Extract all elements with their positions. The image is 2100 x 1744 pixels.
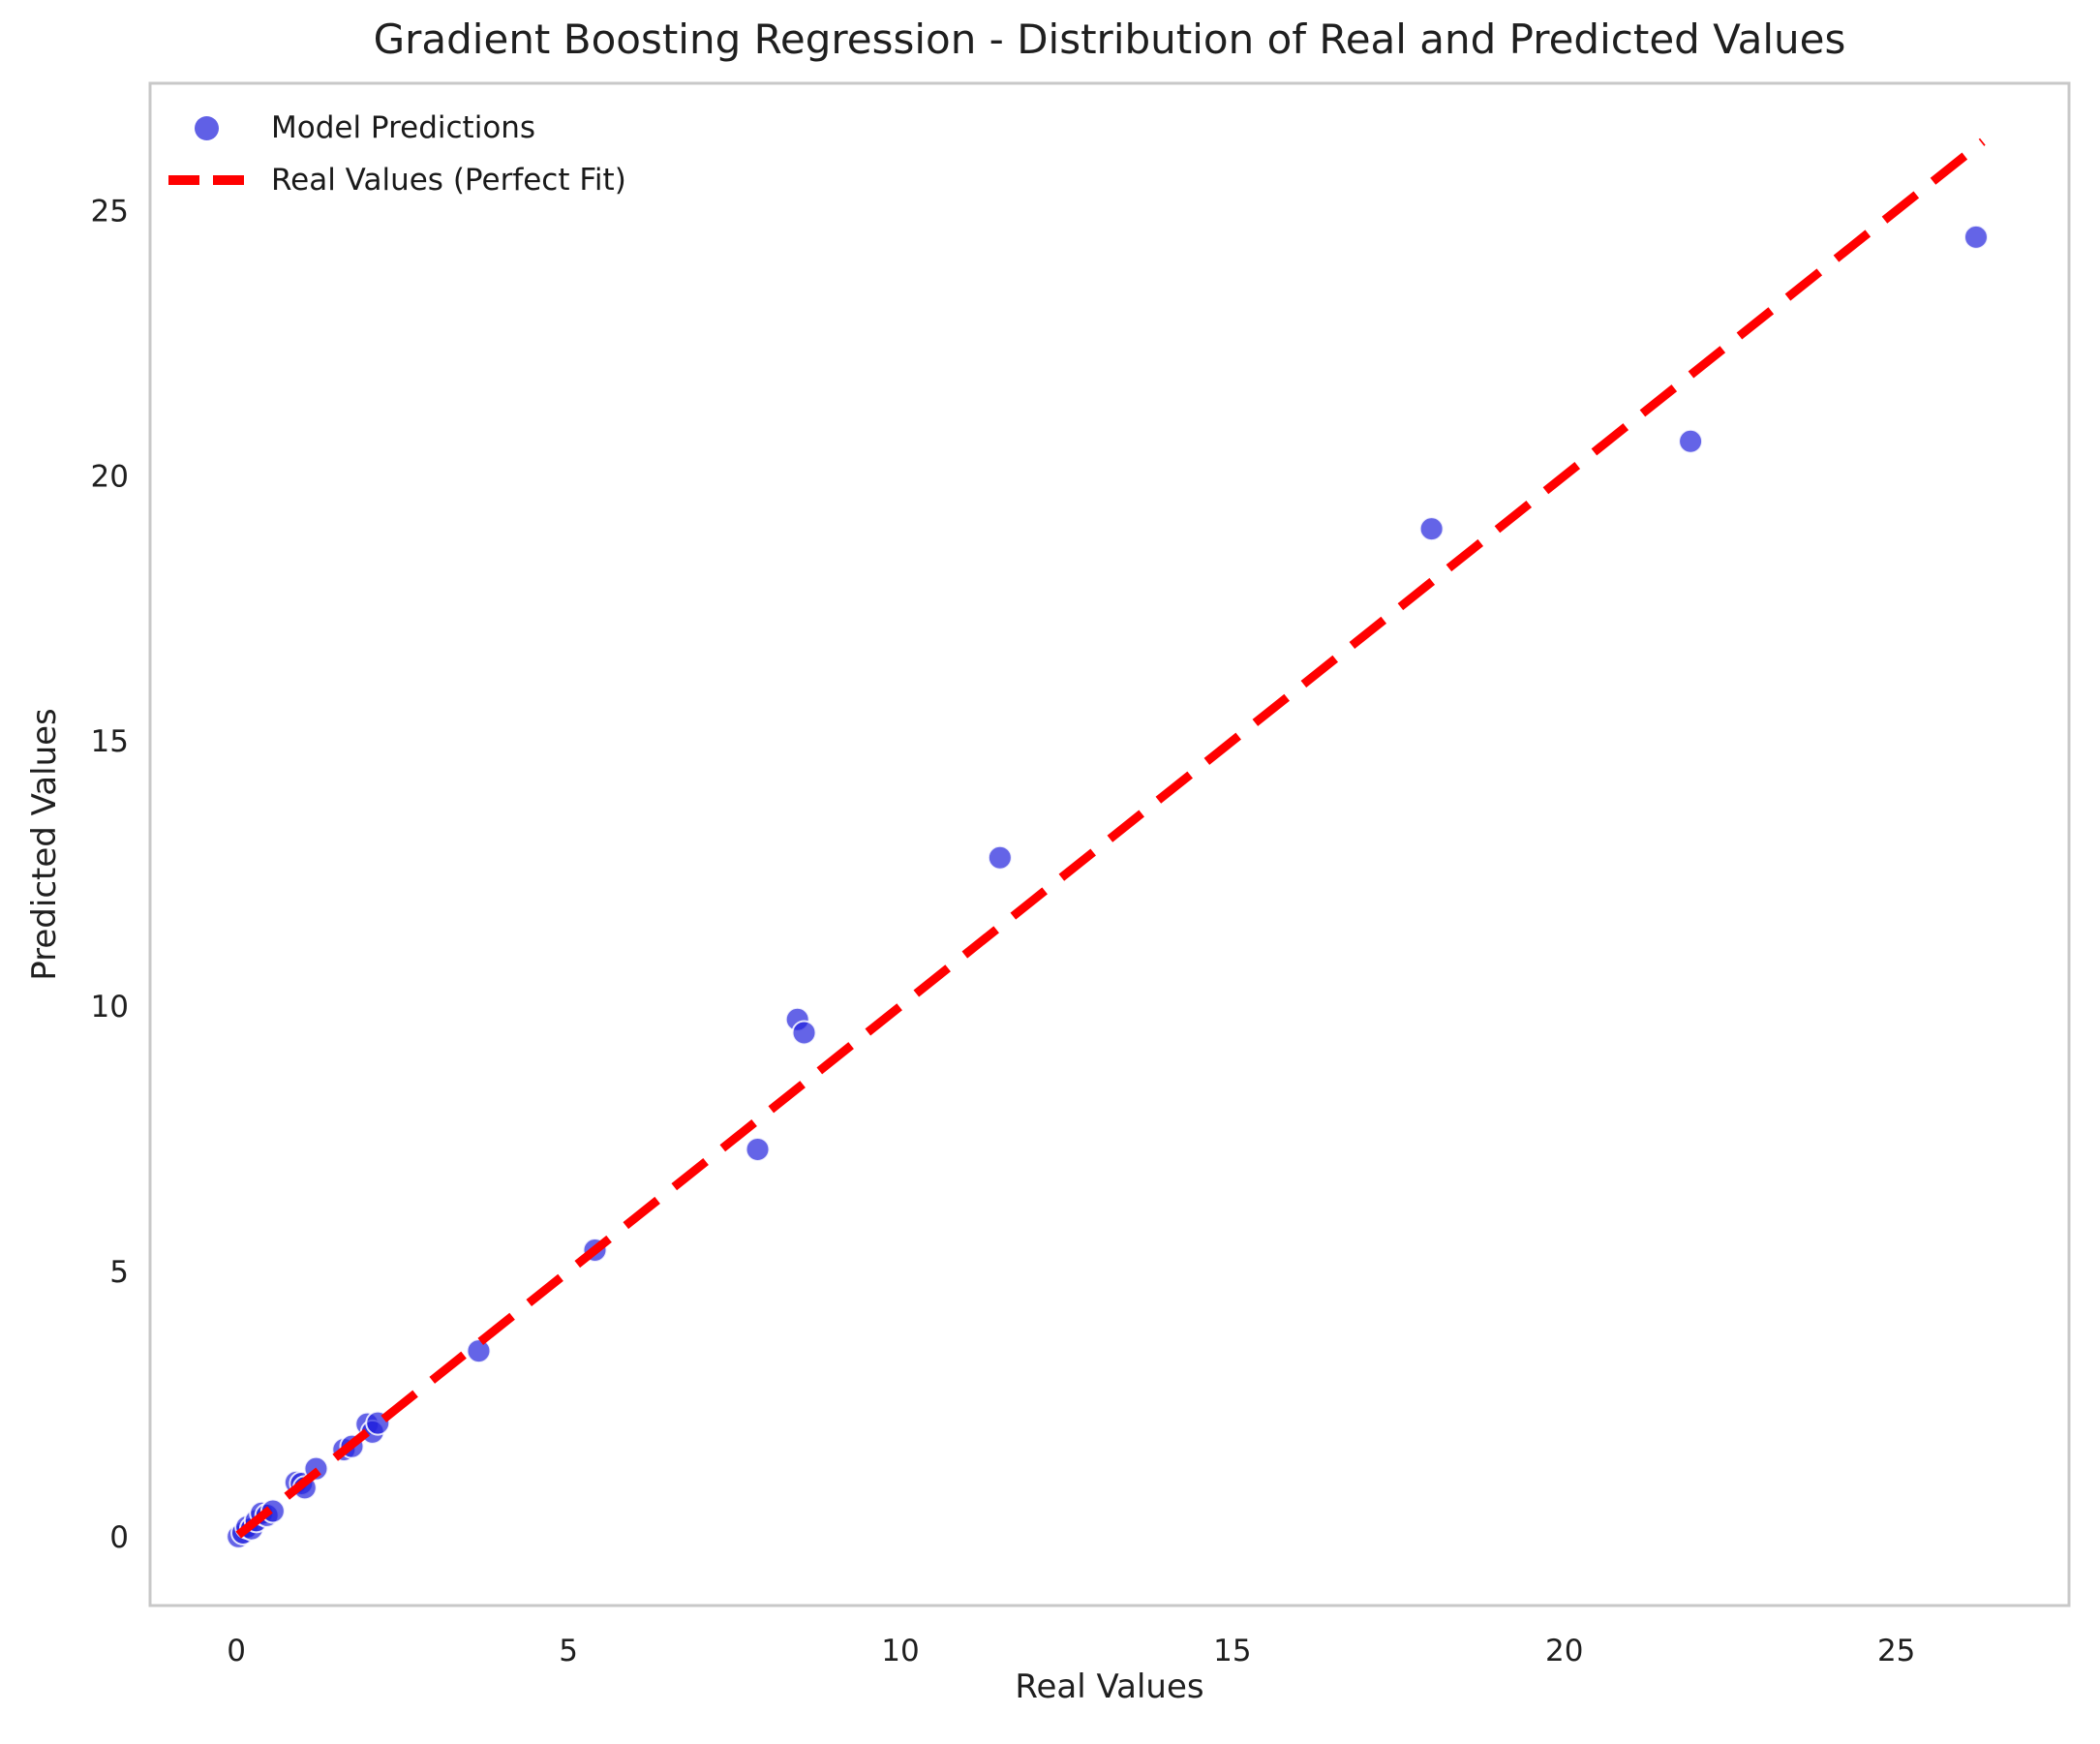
svg-text:5: 5: [559, 1634, 578, 1668]
legend-item-real-values: Real Values (Perfect Fit): [163, 159, 626, 201]
legend-label-real-values: Real Values (Perfect Fit): [271, 163, 626, 198]
svg-text:15: 15: [91, 724, 129, 759]
legend: Model Predictions Real Values (Perfect F…: [163, 107, 626, 201]
legend-item-model-predictions: Model Predictions: [163, 107, 626, 149]
y-axis-label: Predicted Values: [25, 708, 64, 981]
svg-text:15: 15: [1213, 1634, 1251, 1668]
x-axis-label: Real Values: [1015, 1668, 1204, 1706]
svg-text:20: 20: [91, 459, 129, 494]
svg-text:10: 10: [91, 990, 129, 1025]
svg-text:25: 25: [91, 194, 129, 229]
scatter-point-icon: [194, 115, 219, 140]
svg-text:20: 20: [1545, 1634, 1583, 1668]
svg-text:10: 10: [881, 1634, 919, 1668]
dashed-line-icon: [168, 175, 244, 185]
svg-text:25: 25: [1877, 1634, 1915, 1668]
svg-text:0: 0: [109, 1520, 129, 1555]
legend-label-model-predictions: Model Predictions: [271, 110, 536, 145]
svg-text:5: 5: [109, 1255, 129, 1290]
svg-text:0: 0: [227, 1634, 246, 1668]
chart-title: Gradient Boosting Regression - Distribut…: [373, 15, 1846, 63]
